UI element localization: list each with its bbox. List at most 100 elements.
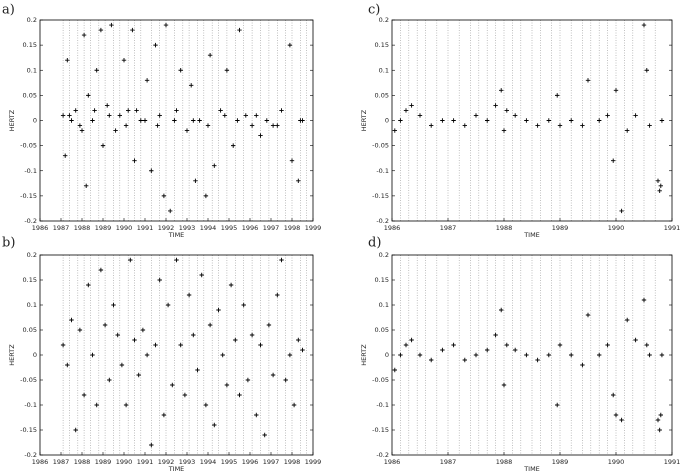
y-tick-label: -0.1 (376, 167, 389, 175)
point (659, 118, 665, 123)
point (123, 402, 129, 408)
point (580, 362, 585, 368)
point (155, 123, 160, 128)
point (128, 257, 133, 263)
point (191, 332, 196, 338)
y-tick-label: 0.05 (375, 91, 389, 99)
point (84, 183, 89, 189)
point (245, 377, 251, 383)
y-tick-label: -0.05 (20, 376, 37, 384)
y-tick-label: 0 (385, 351, 389, 359)
point (279, 108, 284, 113)
y-tick-label: 0.1 (27, 301, 37, 309)
point (585, 78, 591, 83)
point (605, 113, 610, 118)
point (298, 118, 303, 123)
point (657, 188, 662, 194)
point (279, 257, 284, 263)
point (142, 118, 148, 123)
point (222, 113, 227, 118)
point (524, 118, 529, 123)
point (266, 322, 272, 328)
x-tick-label: 1988 (74, 458, 91, 466)
point (451, 118, 456, 123)
x-tick-label: 1986 (384, 224, 401, 232)
x-tick-label: 1987 (53, 224, 70, 232)
point (65, 362, 70, 368)
point (580, 123, 585, 128)
point (165, 302, 171, 308)
point (81, 32, 87, 38)
point (557, 123, 563, 128)
point (451, 342, 456, 348)
point (647, 352, 652, 358)
point (403, 108, 409, 113)
point (90, 352, 95, 358)
x-tick-label: 1992 (158, 458, 175, 466)
point (94, 68, 99, 73)
point (207, 52, 213, 58)
panel: b) -0.2 -0.15 -0.1 -0.05 0 0.05 0.1 0.15 0.2 1986 1… (2, 236, 321, 472)
point (657, 427, 662, 433)
y-tick-label: 0 (33, 117, 37, 125)
point (77, 327, 83, 333)
point (485, 118, 490, 123)
point (207, 322, 213, 328)
panel-label: a) (2, 3, 15, 18)
point (300, 347, 305, 353)
point (392, 128, 397, 133)
point (535, 357, 540, 363)
y-tick-label: -0.15 (372, 426, 389, 434)
point (136, 372, 141, 378)
point (270, 372, 276, 378)
x-tick-label: 1991 (137, 224, 154, 232)
point (134, 108, 139, 113)
y-tick-label: 0.2 (27, 16, 37, 24)
point (555, 402, 560, 408)
point (216, 307, 221, 313)
point (440, 118, 445, 123)
point (429, 123, 434, 128)
point (535, 123, 540, 128)
x-tick-label: 1987 (440, 458, 457, 466)
point (501, 382, 507, 388)
point (197, 118, 202, 123)
point (262, 432, 267, 438)
point (174, 108, 179, 113)
point (641, 297, 647, 303)
point (275, 292, 280, 298)
point (275, 123, 280, 128)
x-tick-label: 1989 (552, 458, 569, 466)
point (144, 78, 150, 83)
y-axis-label: HERTZ (360, 109, 368, 131)
x-tick-label: 1990 (116, 224, 133, 232)
point (233, 337, 238, 343)
point (178, 342, 183, 348)
x-tick-label: 1987 (440, 224, 457, 232)
point (126, 108, 131, 113)
point (60, 113, 66, 118)
point (153, 42, 158, 48)
x-tick-label: 1998 (284, 224, 301, 232)
point (157, 277, 162, 283)
point (641, 22, 647, 28)
point (98, 27, 104, 33)
point (296, 178, 301, 183)
x-tick-label: 1996 (242, 458, 259, 466)
panel: d) -0.2 -0.15 -0.1 -0.05 0 0.05 0.1 0.15 0.2 1986 1… (360, 236, 680, 472)
point (249, 332, 255, 338)
point (555, 93, 560, 98)
point (119, 362, 125, 368)
point (270, 123, 276, 128)
panel-label: c) (368, 3, 380, 18)
y-tick-label: 0.2 (27, 251, 37, 259)
point (597, 118, 602, 123)
point (409, 337, 414, 343)
y-tick-label: -0.05 (372, 376, 389, 384)
x-tick-label: 1986 (32, 224, 49, 232)
point (473, 113, 479, 118)
point (499, 88, 504, 93)
point (163, 22, 169, 28)
x-tick-label: 1999 (305, 458, 322, 466)
point (132, 158, 137, 163)
